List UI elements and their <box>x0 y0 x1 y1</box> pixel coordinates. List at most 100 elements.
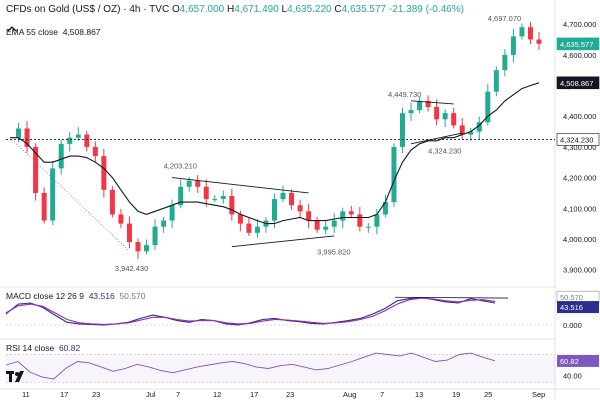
candle-body <box>365 226 371 228</box>
candle-body <box>476 122 482 132</box>
candle-body <box>178 186 184 206</box>
candle-body <box>169 205 175 221</box>
candle-body <box>442 113 448 120</box>
macd-signal-line <box>5 297 496 325</box>
candle-body <box>468 131 474 135</box>
candle-body <box>254 226 260 233</box>
candle-body <box>408 110 414 114</box>
price-axis-tick-label: 4,400.000 <box>563 112 596 121</box>
annotation-june-low: 3,942.430 <box>115 264 148 273</box>
candle-body <box>92 146 98 157</box>
candle-body <box>417 100 423 111</box>
candle-body <box>161 220 167 227</box>
macd-legend: MACD close 12 26 9 43.516 50.570 <box>6 291 145 301</box>
price-axis-tick-label: 4,100.000 <box>563 204 596 213</box>
price-axis-tick-label: 4,700.000 <box>563 20 596 29</box>
candle-body <box>374 214 380 227</box>
annotation-july-high: 4,203.210 <box>164 162 197 171</box>
trendline-upper <box>172 177 309 194</box>
change-value: -21.389 (-0.46%) <box>388 4 464 15</box>
symbol-title: CFDs on Gold (US$ / OZ) · 4h · TVC <box>6 4 170 15</box>
candle-body <box>425 100 431 107</box>
price-axis-badge <box>556 76 600 90</box>
time-axis-tick-label: Jul <box>146 390 156 399</box>
candle-body <box>135 242 141 252</box>
candle-body <box>229 196 235 215</box>
candle-body <box>323 226 329 230</box>
ema-label: EMA 55 close <box>6 27 58 37</box>
candle-body <box>144 245 150 252</box>
price-axis-tick-label: 4,200.000 <box>563 174 596 183</box>
rsi-label: RSI 14 close <box>6 343 55 353</box>
time-axis-tick-label: 17 <box>250 390 258 399</box>
price-axis-badge <box>556 37 600 51</box>
open-label: O <box>171 4 180 15</box>
time-axis-tick-label: 19 <box>452 390 460 399</box>
candle-body <box>220 196 226 200</box>
annotation-peak: 4,449.730 <box>388 90 421 99</box>
low-label: L <box>281 4 288 15</box>
macd-signal-value: 50.570 <box>119 291 146 301</box>
candle-body <box>50 168 56 221</box>
dotted-trendline <box>9 137 130 252</box>
low-value: 4,635.220 <box>287 4 332 15</box>
time-axis-tick-label: 7 <box>380 390 384 399</box>
candle-body <box>58 143 64 169</box>
rsi-value: 60.82 <box>58 343 81 353</box>
close-value: 4,635.577 <box>341 4 387 15</box>
candle-body <box>331 220 337 227</box>
time-axis-tick-label: 25 <box>484 390 492 399</box>
candle-body <box>109 189 115 215</box>
flag-upper <box>410 100 454 105</box>
candle-body <box>382 202 388 215</box>
candle-body <box>502 54 508 71</box>
macd-value: 43.516 <box>88 291 115 301</box>
macd-value-badge-label: 43.516 <box>560 303 583 312</box>
time-axis-tick-label: 23 <box>92 390 100 399</box>
tradingview-logo-icon <box>6 371 24 382</box>
price-axis-tick-label: 4,600.000 <box>563 51 596 60</box>
candle-body <box>357 214 363 227</box>
candle-body <box>195 180 201 187</box>
time-axis-tick-label: 7 <box>176 390 180 399</box>
time-axis-tick-label: Sep <box>532 390 545 399</box>
candle-body <box>306 211 312 221</box>
time-axis-tick-label: 12 <box>213 390 221 399</box>
open-value: 4,657.000 <box>179 4 225 15</box>
close-label: C <box>334 4 342 15</box>
high-value: 4,671.490 <box>234 4 279 15</box>
candle-body <box>280 192 286 200</box>
candle-body <box>186 180 192 187</box>
price-axis-badge-label: 4,635.577 <box>560 40 593 49</box>
candle-body <box>152 226 158 246</box>
candle-body <box>399 113 405 147</box>
candle-body <box>348 211 354 215</box>
candle-body <box>272 199 277 221</box>
rsi-value-badge-label: 60.82 <box>560 357 579 366</box>
candle-body <box>41 192 47 221</box>
rsi-axis-tick-label: 40.00 <box>563 372 582 381</box>
flag-lower <box>410 132 463 145</box>
macd-value-badge <box>557 301 599 314</box>
annotation-high: 4,697.070 <box>488 14 521 23</box>
candle-body <box>24 128 30 147</box>
time-axis-tick-label: Aug <box>343 390 356 399</box>
price-axis-badge-label: 4,508.867 <box>560 79 593 88</box>
annotation-low: 3,995.820 <box>317 248 350 257</box>
candle-body <box>314 220 320 230</box>
candle-body <box>485 91 491 123</box>
collapse-icon[interactable] <box>6 24 18 34</box>
macd-signal-badge-label: 50.570 <box>560 293 583 302</box>
candle-body <box>118 214 124 224</box>
price-axis-tick-label: 4,300.000 <box>563 143 596 152</box>
candle-body <box>434 107 440 120</box>
candle-body <box>126 223 132 243</box>
candle-body <box>246 223 252 233</box>
candle-body <box>493 70 499 92</box>
time-axis-tick-label: 23 <box>286 390 294 399</box>
high-label: H <box>227 4 235 15</box>
candle-body <box>212 199 218 201</box>
candle-body <box>203 186 209 200</box>
macd-label: MACD close 12 26 9 <box>6 291 84 301</box>
